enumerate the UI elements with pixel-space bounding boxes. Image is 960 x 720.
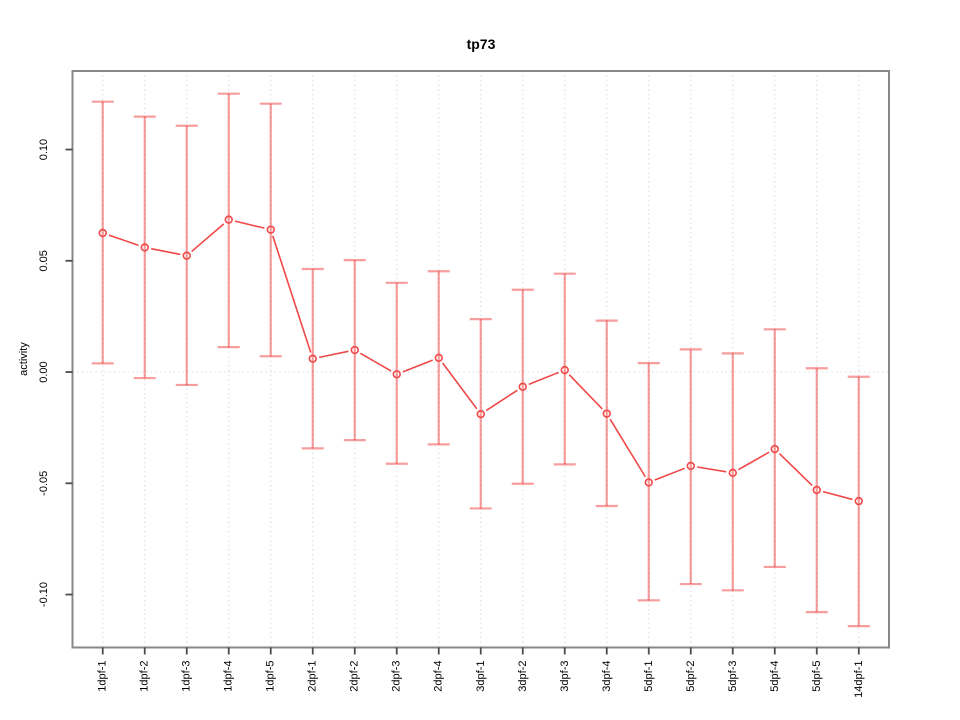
series-line-segment — [318, 350, 349, 359]
data-point — [476, 409, 485, 419]
x-tick-label: 5dpf-3 — [727, 661, 739, 692]
x-tick-label: 5dpf-2 — [685, 661, 697, 692]
series-line-segment — [738, 451, 770, 471]
x-tick-label: 2dpf-4 — [433, 661, 445, 692]
x-tick-label: 2dpf-3 — [391, 661, 403, 692]
data-point — [854, 496, 863, 506]
y-tick-label: -0.10 — [38, 582, 50, 607]
x-tick-label: 2dpf-1 — [307, 661, 319, 692]
data-point — [140, 243, 149, 252]
x-tick-label: 2dpf-2 — [349, 661, 361, 692]
x-tick-label: 14dpf-1 — [853, 661, 865, 698]
y-tick-label: 0.10 — [38, 139, 50, 160]
data-point — [350, 345, 359, 355]
x-tick-label: 5dpf-4 — [769, 661, 781, 692]
chart-title: tp73 — [466, 36, 496, 52]
series-line-segment — [485, 389, 518, 412]
data-point — [644, 478, 653, 487]
x-tick-label: 3dpf-3 — [559, 661, 571, 692]
data-point — [812, 485, 821, 495]
data-point — [560, 365, 569, 375]
x-tick-label: 3dpf-2 — [517, 661, 529, 692]
data-point — [266, 225, 275, 234]
y-tick-label: -0.05 — [38, 471, 50, 496]
series-line-segment — [697, 466, 727, 473]
x-tick-label: 5dpf-5 — [811, 661, 823, 692]
y-axis-title: activity — [18, 342, 30, 376]
series-line-segment — [150, 247, 181, 256]
series-line-segment — [359, 352, 392, 372]
series-line-segment — [528, 371, 560, 386]
series-line-segment — [271, 235, 312, 353]
series-line-segment — [568, 374, 603, 410]
series-line-segment — [778, 452, 813, 487]
x-tick-label: 1dpf-5 — [265, 661, 277, 692]
x-tick-label: 5dpf-1 — [643, 661, 655, 692]
data-point — [182, 251, 191, 260]
data-point — [98, 228, 107, 238]
series-line-segment — [234, 220, 265, 229]
series-line-segment — [654, 467, 685, 481]
x-tick-label: 3dpf-4 — [601, 661, 613, 692]
data-point — [770, 444, 779, 454]
x-tick-label: 1dpf-4 — [223, 661, 235, 692]
series-line-segment — [402, 359, 433, 373]
x-tick-label: 1dpf-3 — [181, 661, 193, 692]
series-line-segment — [191, 223, 225, 253]
data-point — [728, 468, 737, 478]
data-point — [224, 215, 233, 224]
x-tick-label: 1dpf-1 — [97, 661, 109, 692]
data-point — [518, 382, 527, 391]
series-line-segment — [108, 234, 139, 247]
data-point — [434, 353, 443, 363]
data-point — [686, 461, 695, 471]
series-line-segment — [609, 418, 647, 478]
y-tick-label: 0.05 — [38, 250, 50, 271]
data-point — [602, 409, 611, 418]
data-point — [392, 370, 401, 379]
x-tick-label: 1dpf-2 — [139, 661, 151, 692]
x-tick-label: 3dpf-1 — [475, 661, 487, 692]
data-point — [308, 354, 317, 363]
y-tick-label: 0.00 — [38, 361, 50, 382]
series-line-segment — [441, 362, 478, 410]
series-line-segment — [822, 490, 853, 501]
